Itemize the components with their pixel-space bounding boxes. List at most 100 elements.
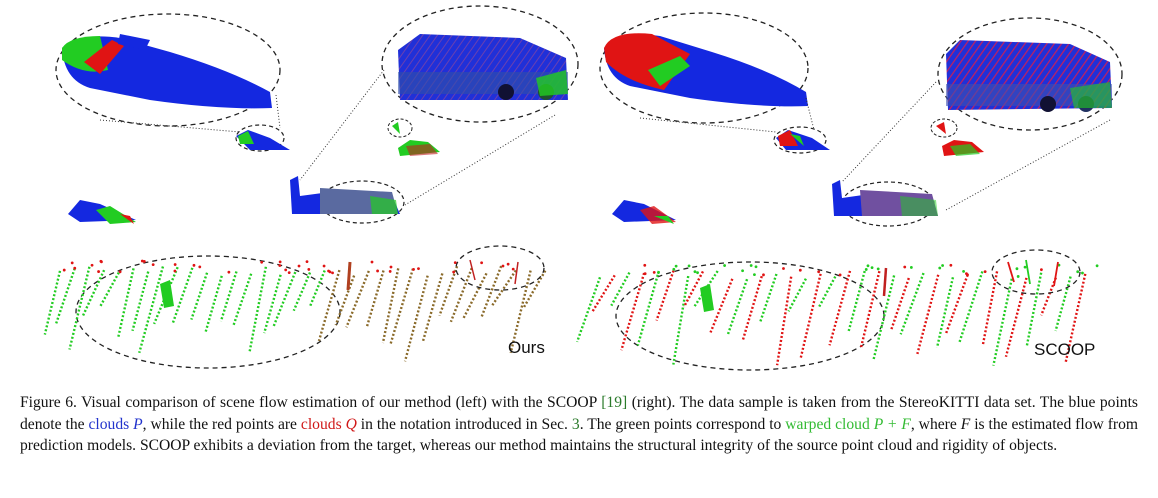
ground-point-streak	[872, 275, 896, 361]
caption-symbol-q: Q	[345, 415, 357, 433]
ground-point-streak	[248, 266, 268, 353]
ground-point-streak	[403, 275, 429, 362]
zoom-ellipse	[773, 126, 827, 154]
ground-point	[192, 263, 196, 267]
caption-symbol-pf: P + F	[873, 415, 911, 433]
ground-point	[97, 270, 100, 273]
ground-point	[328, 270, 332, 274]
citation-link[interactable]: [19]	[601, 394, 628, 411]
ground-point-streak	[957, 271, 984, 344]
zoom-ellipse	[55, 13, 281, 127]
ground-point	[287, 271, 291, 275]
ground-point-streak	[131, 271, 150, 332]
ground-point	[864, 268, 868, 271]
ground-point-streak	[935, 277, 955, 348]
caption-symbol-f: F	[960, 415, 971, 433]
ground-point-streak	[741, 275, 763, 342]
caption-text: . The green points correspond to	[579, 415, 782, 433]
ground-point-streak	[138, 266, 165, 354]
ground-point-streak	[655, 270, 675, 321]
ground-point	[376, 269, 379, 273]
zoom-ellipse	[235, 124, 285, 152]
ground-point	[173, 269, 177, 273]
ground-point-streak	[847, 270, 866, 333]
ground-point	[506, 262, 510, 266]
ground-point	[417, 267, 420, 271]
ground-point	[657, 271, 660, 275]
zoom-ellipse	[387, 118, 413, 138]
zoom-ellipse	[930, 118, 958, 138]
ground-point	[389, 265, 393, 269]
zoomed-car-right-1	[604, 33, 808, 107]
ground-point	[723, 264, 727, 267]
ground-point-streak	[944, 274, 969, 335]
ground-point	[798, 268, 802, 272]
ground-point-streak	[981, 271, 999, 345]
caption-blue-term: clouds	[88, 415, 130, 433]
ground-points-right	[575, 263, 1099, 366]
ground-point-streak	[575, 276, 602, 343]
ground-point	[741, 269, 744, 273]
zoom-ellipse	[599, 12, 809, 124]
connector	[841, 81, 937, 183]
zoom-ellipse	[75, 255, 341, 369]
ground-point-streak	[787, 278, 807, 312]
ground-point-streak	[98, 271, 120, 308]
connector	[299, 69, 385, 181]
ground-point-streak	[799, 273, 822, 360]
ground-point-streak	[490, 269, 517, 307]
pole-points-left	[346, 259, 519, 291]
ground-point	[870, 266, 874, 270]
ground-point	[949, 263, 953, 267]
panel-scoop: SCOOP	[575, 12, 1123, 371]
ground-point	[260, 260, 264, 264]
ground-point-streak	[54, 268, 76, 326]
figure-caption: Figure 6. Visual comparison of scene flo…	[20, 392, 1138, 457]
ground-point	[453, 261, 457, 265]
ground-point-streak	[461, 272, 488, 320]
ground-point-streak	[43, 270, 62, 335]
ground-point	[278, 260, 282, 264]
caption-text: Visual comparison of scene flow estimati…	[81, 394, 597, 411]
caption-text: (right). The data sample is taken from t…	[20, 394, 1138, 433]
ground-point	[370, 260, 374, 264]
ground-point	[501, 264, 505, 268]
figure-number: Figure 6.	[20, 394, 77, 411]
ground-point-streak	[232, 273, 253, 326]
ground-point-streak	[317, 269, 341, 342]
ground-point	[90, 263, 94, 267]
zoomed-truck-left	[398, 34, 568, 100]
ground-point-streak	[272, 271, 297, 327]
ground-point	[903, 265, 907, 269]
section-link[interactable]: 3	[571, 415, 580, 433]
ground-point	[909, 266, 913, 269]
ground-point	[297, 264, 301, 268]
ground-point	[938, 266, 942, 270]
ground-point	[140, 259, 144, 263]
ground-point	[966, 273, 969, 277]
ground-point-streak	[726, 278, 749, 335]
ground-point-streak	[1064, 273, 1087, 364]
figure-image: Ours	[43, 5, 1123, 371]
caption-text: , while the red points are	[142, 415, 297, 433]
ground-point-streak	[828, 270, 852, 346]
ground-point	[511, 267, 515, 271]
ground-point-streak	[672, 275, 690, 365]
panel-label-ours: Ours	[508, 338, 545, 357]
ground-point-streak	[116, 268, 135, 339]
ground-point	[672, 267, 676, 271]
ground-point-streak	[190, 272, 209, 320]
ground-point	[1040, 268, 1043, 272]
ground-point-streak	[636, 270, 660, 346]
ground-point	[1081, 271, 1084, 275]
ground-point	[817, 270, 821, 274]
ground-point-streak	[859, 270, 881, 348]
ground-point	[674, 264, 678, 268]
ground-point	[782, 267, 785, 270]
ground-point-streak	[81, 269, 106, 318]
caption-symbol-p: P	[133, 415, 143, 433]
panel-label-scoop: SCOOP	[1034, 340, 1095, 359]
ground-point	[643, 272, 647, 276]
ground-point	[278, 264, 282, 267]
zoomed-truck-right	[946, 40, 1112, 112]
